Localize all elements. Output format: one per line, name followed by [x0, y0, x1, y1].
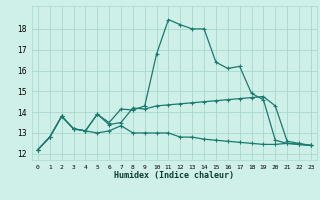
X-axis label: Humidex (Indice chaleur): Humidex (Indice chaleur) — [115, 171, 234, 180]
